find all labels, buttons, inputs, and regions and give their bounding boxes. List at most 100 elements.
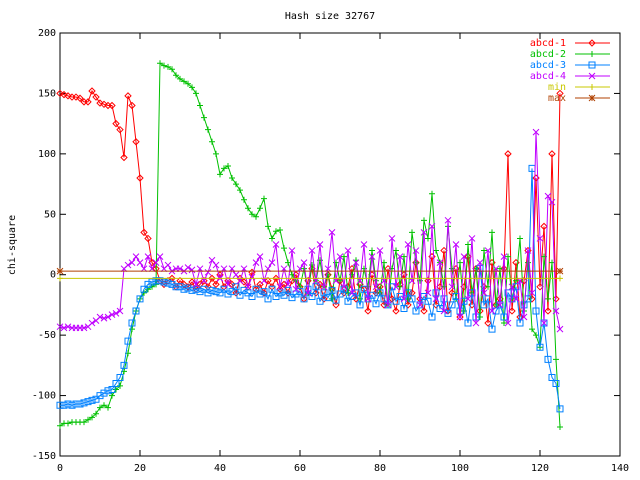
point bbox=[340, 283, 348, 291]
y-tick-label: -100 bbox=[32, 391, 56, 402]
point bbox=[197, 102, 203, 109]
point bbox=[265, 223, 271, 230]
point bbox=[328, 286, 336, 294]
point bbox=[64, 92, 72, 100]
point bbox=[501, 320, 507, 327]
point bbox=[553, 356, 559, 363]
point bbox=[132, 138, 140, 146]
point bbox=[144, 234, 152, 243]
point bbox=[372, 300, 380, 308]
point bbox=[533, 332, 539, 339]
legend-marker bbox=[588, 94, 596, 102]
point bbox=[529, 326, 535, 333]
point bbox=[540, 222, 548, 231]
point bbox=[153, 281, 159, 288]
point bbox=[105, 404, 111, 411]
point bbox=[332, 301, 340, 309]
point bbox=[160, 278, 168, 286]
point bbox=[352, 259, 360, 266]
point bbox=[468, 235, 476, 242]
point bbox=[268, 285, 276, 293]
point bbox=[240, 286, 248, 294]
point bbox=[380, 301, 388, 309]
point bbox=[96, 313, 104, 321]
point bbox=[177, 75, 183, 82]
point bbox=[484, 319, 492, 327]
point bbox=[557, 275, 563, 282]
point bbox=[208, 286, 216, 294]
point bbox=[76, 94, 84, 102]
point bbox=[221, 165, 227, 172]
point bbox=[456, 313, 464, 321]
point bbox=[253, 213, 259, 220]
point bbox=[117, 382, 123, 389]
legend-marker bbox=[588, 39, 596, 47]
point bbox=[477, 314, 483, 321]
point bbox=[481, 247, 487, 254]
point bbox=[420, 229, 428, 236]
point bbox=[376, 247, 384, 254]
point bbox=[280, 280, 288, 289]
x-tick-label: 0 bbox=[57, 463, 63, 474]
point bbox=[428, 223, 436, 230]
point bbox=[181, 78, 187, 85]
point bbox=[165, 63, 171, 70]
point bbox=[157, 60, 163, 67]
point bbox=[517, 235, 523, 242]
point bbox=[164, 279, 172, 287]
point bbox=[432, 295, 440, 303]
point bbox=[268, 259, 276, 266]
point bbox=[277, 226, 283, 233]
x-tick-label: 100 bbox=[451, 463, 469, 474]
point bbox=[205, 126, 211, 133]
y-tick-label: 150 bbox=[38, 88, 56, 99]
point bbox=[92, 93, 100, 101]
point bbox=[212, 261, 220, 269]
point bbox=[484, 247, 492, 254]
point bbox=[556, 267, 564, 275]
point bbox=[264, 277, 272, 285]
point bbox=[241, 196, 247, 203]
point bbox=[508, 307, 516, 315]
point bbox=[532, 307, 540, 315]
point bbox=[300, 295, 308, 303]
point bbox=[276, 283, 284, 291]
point bbox=[85, 416, 91, 423]
point bbox=[312, 283, 320, 291]
point bbox=[57, 275, 63, 282]
point bbox=[200, 277, 208, 285]
point bbox=[424, 277, 432, 285]
point bbox=[496, 301, 504, 309]
point bbox=[136, 259, 144, 266]
point bbox=[397, 283, 403, 290]
x-tick-label: 60 bbox=[294, 463, 306, 474]
point bbox=[548, 150, 556, 158]
y-axis-label: chi-square bbox=[7, 215, 18, 275]
point bbox=[273, 228, 279, 235]
y-tick-label: 50 bbox=[44, 209, 56, 220]
point bbox=[520, 313, 528, 321]
point bbox=[93, 410, 99, 417]
point bbox=[200, 285, 208, 293]
point bbox=[124, 337, 132, 345]
point bbox=[188, 266, 196, 274]
point bbox=[185, 80, 191, 87]
legend-marker bbox=[588, 61, 596, 69]
point bbox=[189, 84, 195, 91]
point bbox=[552, 307, 560, 315]
point bbox=[96, 99, 104, 107]
point bbox=[81, 419, 87, 426]
point bbox=[464, 295, 472, 303]
point bbox=[456, 313, 464, 321]
point bbox=[260, 288, 268, 296]
point bbox=[424, 289, 432, 297]
point bbox=[208, 256, 216, 264]
point bbox=[528, 289, 536, 297]
point bbox=[480, 289, 488, 297]
point bbox=[392, 307, 400, 315]
point bbox=[284, 286, 292, 294]
point bbox=[420, 292, 428, 300]
legend-marker bbox=[589, 84, 595, 90]
point bbox=[464, 319, 472, 327]
point bbox=[412, 258, 420, 267]
